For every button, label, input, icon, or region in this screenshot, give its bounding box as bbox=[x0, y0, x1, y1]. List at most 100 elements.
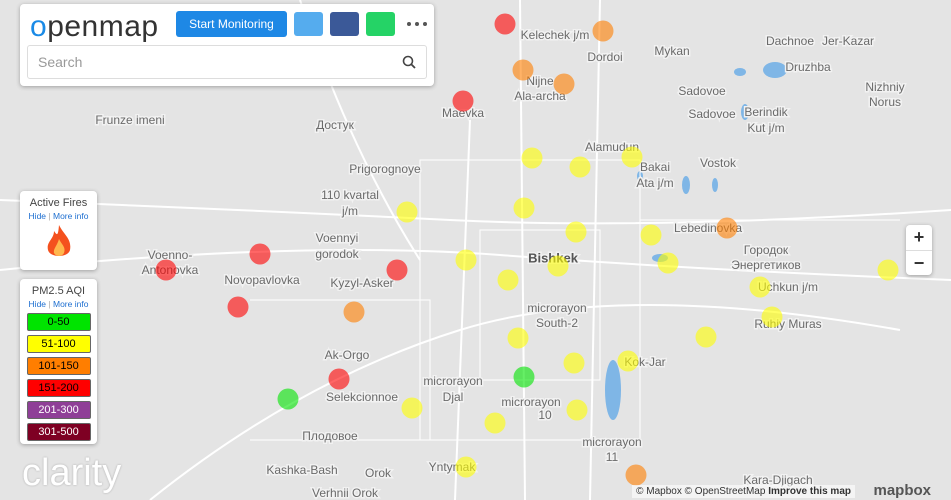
sensor-dot[interactable] bbox=[877, 259, 899, 281]
zoom-in[interactable]: + bbox=[906, 225, 932, 251]
place-label: Dordoi bbox=[587, 50, 622, 64]
sensor-dot[interactable] bbox=[328, 368, 350, 390]
attribution-mapbox[interactable]: © Mapbox bbox=[636, 486, 682, 497]
place-label: Voennyi bbox=[316, 231, 359, 245]
search-icon[interactable] bbox=[402, 55, 416, 69]
place-label: Selekcionnoe bbox=[326, 390, 398, 404]
sensor-dot[interactable] bbox=[625, 464, 647, 486]
sensor-dot[interactable] bbox=[617, 350, 639, 372]
zoom-out[interactable]: − bbox=[913, 253, 925, 273]
facebook-button[interactable] bbox=[330, 12, 359, 36]
place-label: Ala-archa bbox=[514, 89, 566, 103]
sensor-dot[interactable] bbox=[513, 197, 535, 219]
place-label: Dachnoe bbox=[766, 34, 814, 48]
place-label: Kut j/m bbox=[747, 121, 784, 135]
sensor-dot[interactable] bbox=[455, 249, 477, 271]
place-label: Kashka-Bash bbox=[266, 463, 337, 477]
water bbox=[605, 62, 787, 420]
place-label: South-2 bbox=[536, 316, 578, 330]
zoom-control: + − bbox=[906, 225, 932, 275]
sensor-dot[interactable] bbox=[401, 397, 423, 419]
sensor-dot[interactable] bbox=[553, 73, 575, 95]
place-label: j/m bbox=[341, 204, 358, 218]
place-label: Nizhniy bbox=[865, 80, 904, 94]
sensor-dot[interactable] bbox=[569, 156, 591, 178]
sensor-dot[interactable] bbox=[155, 259, 177, 281]
brand-logo: clarity bbox=[22, 452, 122, 494]
place-label: Sadovoe bbox=[688, 107, 736, 121]
sensor-dot[interactable] bbox=[566, 399, 588, 421]
sensor-dot[interactable] bbox=[657, 252, 679, 274]
place-label: Плодовое bbox=[302, 429, 358, 443]
sensor-dot[interactable] bbox=[452, 90, 474, 112]
sensor-dot[interactable] bbox=[455, 456, 477, 478]
sensor-dot[interactable] bbox=[621, 146, 643, 168]
sensor-dot[interactable] bbox=[547, 255, 569, 277]
aqi-legend: PM2.5 AQI Hide | More info 0-50 51-100 101… bbox=[20, 279, 97, 444]
panel-title: Active Fires bbox=[29, 197, 88, 209]
place-label: Frunze imeni bbox=[95, 113, 164, 127]
place-label: Uchkun j/m bbox=[758, 280, 818, 294]
place-label: Nijne bbox=[526, 74, 554, 88]
place-label: Maevka bbox=[442, 106, 484, 120]
sensor-dot[interactable] bbox=[592, 20, 614, 42]
place-label: Bakai bbox=[640, 160, 670, 174]
sensor-dot[interactable] bbox=[396, 201, 418, 223]
hide-link[interactable]: Hide bbox=[28, 211, 47, 221]
sensor-dot[interactable] bbox=[386, 259, 408, 281]
sensor-dot[interactable] bbox=[521, 147, 543, 169]
sensor-dot[interactable] bbox=[249, 243, 271, 265]
place-labels: Kelechek j/m Dordoi Mykan Dachnoe Jer-Kazar D… bbox=[94, 27, 906, 500]
sensor-dot[interactable] bbox=[494, 13, 516, 35]
place-label: Voenno- bbox=[148, 248, 193, 262]
place-label: gorodok bbox=[315, 247, 359, 261]
whatsapp-button[interactable] bbox=[366, 12, 395, 36]
twitter-button[interactable] bbox=[294, 12, 323, 36]
sensor-dot[interactable] bbox=[497, 269, 519, 291]
place-label: Kelechek j/m bbox=[521, 28, 590, 42]
start-monitoring-button[interactable]: Start Monitoring bbox=[176, 11, 287, 37]
sensor-dot[interactable] bbox=[761, 306, 783, 328]
place-label: Городок bbox=[744, 243, 789, 257]
sensor-dot[interactable] bbox=[343, 301, 365, 323]
place-label: Ak-Orgo bbox=[325, 348, 370, 362]
place-label: Vostok bbox=[700, 156, 737, 170]
attribution-osm[interactable]: © OpenStreetMap bbox=[684, 486, 766, 497]
fire-icon bbox=[47, 225, 70, 256]
search-box[interactable]: Search bbox=[27, 45, 427, 79]
hide-link[interactable]: Hide bbox=[28, 299, 47, 309]
sensor-dot[interactable] bbox=[716, 217, 738, 239]
sensor-dot[interactable] bbox=[749, 276, 771, 298]
sensor-dot[interactable] bbox=[484, 412, 506, 434]
legend-item: 301-500 bbox=[26, 423, 91, 441]
attribution: © Mapbox © OpenStreetMap Improve this ma… bbox=[632, 485, 855, 498]
place-label: Mykan bbox=[654, 44, 689, 58]
place-label: Druzhba bbox=[785, 60, 831, 74]
legend-item: 201-300 bbox=[26, 401, 91, 419]
menu-button[interactable] bbox=[406, 20, 428, 28]
place-label: Verhnii Orok bbox=[312, 486, 379, 500]
sensor-dot[interactable] bbox=[695, 326, 717, 348]
place-label: Sadovoe bbox=[678, 84, 726, 98]
legend-item: 101-150 bbox=[26, 357, 91, 375]
sensor-dot[interactable] bbox=[227, 296, 249, 318]
sensor-dot[interactable] bbox=[640, 224, 662, 246]
place-label: microrayon bbox=[501, 395, 560, 409]
more-info-link[interactable]: More info bbox=[53, 211, 89, 221]
place-label: Novopavlovka bbox=[224, 273, 300, 287]
sensor-dot[interactable] bbox=[507, 327, 529, 349]
sensor-dot[interactable] bbox=[565, 221, 587, 243]
mapbox-logo[interactable]: mapbox bbox=[873, 482, 931, 499]
place-label: Djal bbox=[443, 390, 464, 404]
sensor-dot[interactable] bbox=[277, 388, 299, 410]
more-info-link[interactable]: More info bbox=[53, 299, 89, 309]
place-label: 10 bbox=[538, 408, 552, 422]
place-label: microrayon bbox=[423, 374, 482, 388]
place-label: Энергетиков bbox=[731, 258, 801, 272]
sensor-dot[interactable] bbox=[513, 366, 535, 388]
place-label: microrayon bbox=[582, 435, 641, 449]
sensor-dot[interactable] bbox=[512, 59, 534, 81]
sensor-dot[interactable] bbox=[563, 352, 585, 374]
improve-map-link[interactable]: Improve this map bbox=[768, 486, 851, 497]
